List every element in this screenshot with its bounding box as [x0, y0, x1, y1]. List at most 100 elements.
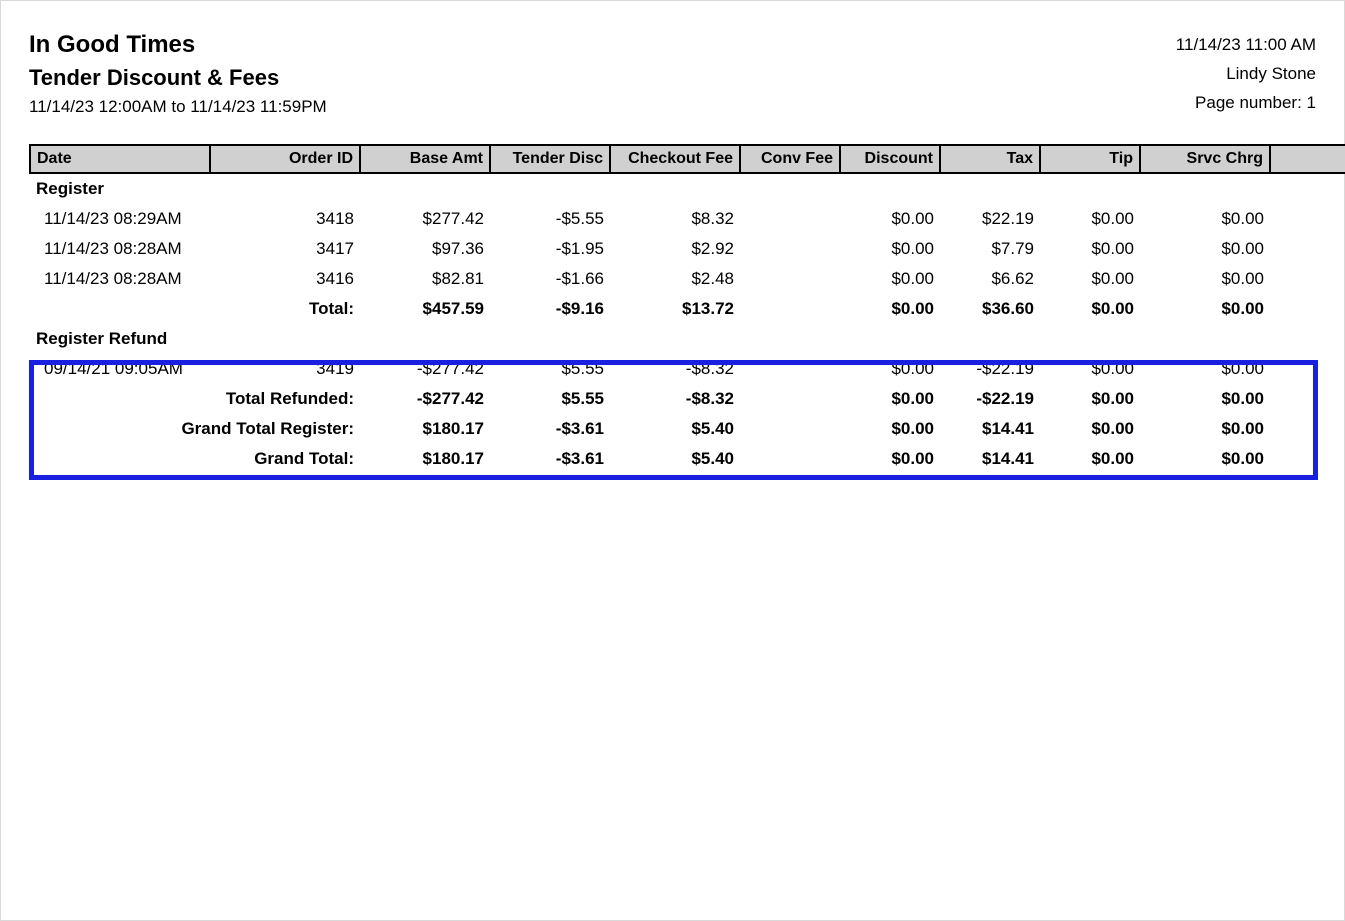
cell: $8.32 — [610, 204, 740, 234]
cell: $0.00 — [1140, 444, 1270, 474]
cell: $0.00 — [1140, 354, 1270, 384]
cell: -$302.38 — [1270, 354, 1345, 384]
cell — [740, 384, 840, 414]
cell — [740, 444, 840, 474]
cell: -$1.66 — [490, 264, 610, 294]
cell: $0.00 — [1040, 414, 1140, 444]
company-name: In Good Times — [29, 31, 327, 59]
cell: Grand Total Register: — [30, 414, 360, 444]
report-table: Date Order ID Base Amt Tender Disc Check… — [29, 144, 1345, 474]
cell: -$277.42 — [360, 354, 490, 384]
cell: Grand Total: — [30, 444, 360, 474]
header-left: In Good Times Tender Discount & Fees 11/… — [29, 31, 327, 118]
cell: $0.00 — [1140, 234, 1270, 264]
header-right: 11/14/23 11:00 AM Lindy Stone Page numbe… — [1176, 31, 1316, 118]
cell: $0.00 — [840, 384, 940, 414]
cell: -$9.16 — [490, 294, 610, 324]
cell: $498.75 — [1270, 294, 1345, 324]
cell: $196.37 — [1270, 414, 1345, 444]
cell: Register — [30, 173, 1345, 204]
table-row: Register Refund — [30, 324, 1345, 354]
cell: 3419 — [210, 354, 360, 384]
cell: 09/14/21 09:05AM — [30, 354, 210, 384]
cell — [740, 294, 840, 324]
cell: -$8.32 — [610, 354, 740, 384]
cell: -$22.19 — [940, 354, 1040, 384]
cell: $7.79 — [940, 234, 1040, 264]
col-srvc: Srvc Chrg — [1140, 145, 1270, 173]
cell: $13.72 — [610, 294, 740, 324]
cell: $0.00 — [840, 204, 940, 234]
table-body: Register11/14/23 08:29AM3418$277.42-$5.5… — [30, 173, 1345, 474]
cell: $180.17 — [360, 414, 490, 444]
cell — [740, 264, 840, 294]
col-disc: Discount — [840, 145, 940, 173]
cell: $6.62 — [940, 264, 1040, 294]
cell: $0.00 — [1040, 294, 1140, 324]
cell: 11/14/23 08:28AM — [30, 234, 210, 264]
cell: $90.25 — [1270, 264, 1345, 294]
cell: $0.00 — [1040, 204, 1140, 234]
cell: -$22.19 — [940, 384, 1040, 414]
col-order: Order ID — [210, 145, 360, 173]
cell: 3417 — [210, 234, 360, 264]
col-base: Base Amt — [360, 145, 490, 173]
cell: -$3.61 — [490, 444, 610, 474]
print-datetime: 11/14/23 11:00 AM — [1176, 31, 1316, 60]
report-header: In Good Times Tender Discount & Fees 11/… — [29, 31, 1316, 118]
table-row: Total:$457.59-$9.16$13.72$0.00$36.60$0.0… — [30, 294, 1345, 324]
cell: $196.37 — [1270, 444, 1345, 474]
cell: Total: — [30, 294, 360, 324]
cell: $5.40 — [610, 444, 740, 474]
cell: $0.00 — [840, 234, 940, 264]
page-number: Page number: 1 — [1176, 89, 1316, 118]
cell: $180.17 — [360, 444, 490, 474]
cell: $2.48 — [610, 264, 740, 294]
date-range: 11/14/23 12:00AM to 11/14/23 11:59PM — [29, 97, 327, 117]
cell: $0.00 — [840, 264, 940, 294]
cell: $0.00 — [1140, 294, 1270, 324]
cell: 3418 — [210, 204, 360, 234]
cell: $97.36 — [360, 234, 490, 264]
cell: $0.00 — [1040, 444, 1140, 474]
cell: 11/14/23 08:28AM — [30, 264, 210, 294]
col-tdisc: Tender Disc — [490, 145, 610, 173]
cell: -$302.38 — [1270, 384, 1345, 414]
col-conv: Conv Fee — [740, 145, 840, 173]
col-date: Date — [30, 145, 210, 173]
cell: $5.40 — [610, 414, 740, 444]
table-row: Grand Total Register:$180.17-$3.61$5.40$… — [30, 414, 1345, 444]
cell: -$1.95 — [490, 234, 610, 264]
report-page: In Good Times Tender Discount & Fees 11/… — [0, 0, 1345, 921]
table-row: 11/14/23 08:28AM3416$82.81-$1.66$2.48$0.… — [30, 264, 1345, 294]
cell: $277.42 — [360, 204, 490, 234]
table-row: Grand Total:$180.17-$3.61$5.40$0.00$14.4… — [30, 444, 1345, 474]
cell — [740, 204, 840, 234]
report-table-wrap: Date Order ID Base Amt Tender Disc Check… — [29, 144, 1316, 474]
table-row: 09/14/21 09:05AM3419-$277.42$5.55-$8.32$… — [30, 354, 1345, 384]
col-tip: Tip — [1040, 145, 1140, 173]
cell: $14.41 — [940, 444, 1040, 474]
cell: $0.00 — [840, 414, 940, 444]
cell: Register Refund — [30, 324, 1345, 354]
cell: -$5.55 — [490, 204, 610, 234]
cell: $14.41 — [940, 414, 1040, 444]
cell: $0.00 — [1040, 384, 1140, 414]
table-row: Total Refunded:-$277.42$5.55-$8.32$0.00-… — [30, 384, 1345, 414]
cell: $5.55 — [490, 384, 610, 414]
cell: $82.81 — [360, 264, 490, 294]
cell: $0.00 — [840, 354, 940, 384]
cell: $0.00 — [840, 444, 940, 474]
table-row: Register — [30, 173, 1345, 204]
cell: $0.00 — [1140, 384, 1270, 414]
table-row: 11/14/23 08:29AM3418$277.42-$5.55$8.32$0… — [30, 204, 1345, 234]
report-title: Tender Discount & Fees — [29, 65, 327, 91]
cell: $0.00 — [840, 294, 940, 324]
cell: -$277.42 — [360, 384, 490, 414]
cell — [740, 414, 840, 444]
cell: $0.00 — [1040, 234, 1140, 264]
col-tax: Tax — [940, 145, 1040, 173]
cell: $106.12 — [1270, 234, 1345, 264]
cell: $0.00 — [1040, 264, 1140, 294]
table-head: Date Order ID Base Amt Tender Disc Check… — [30, 145, 1345, 173]
